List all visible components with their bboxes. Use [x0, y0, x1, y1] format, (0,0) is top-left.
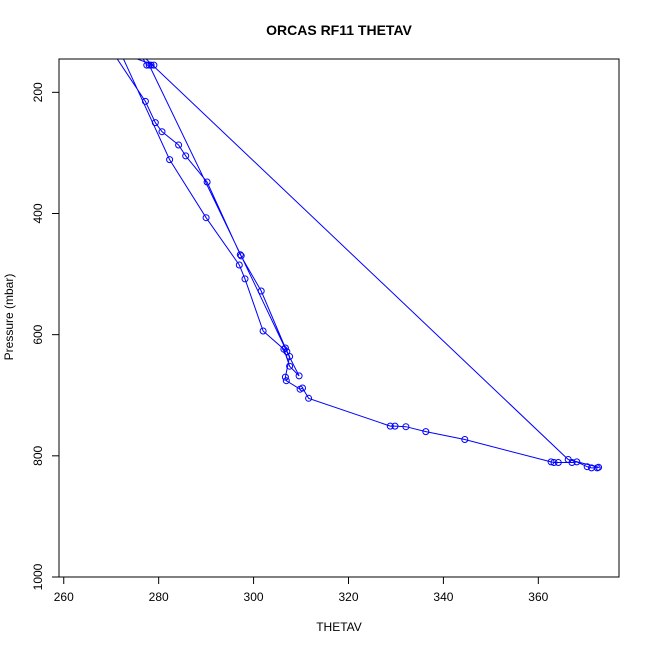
series-line [116, 59, 601, 469]
data-point [237, 252, 245, 260]
y-tick-label: 200 [31, 82, 45, 102]
y-tick-label: 800 [31, 445, 45, 465]
data-point [282, 377, 290, 385]
data-point [583, 463, 591, 471]
chart-title: ORCAS RF11 THETAV [266, 22, 412, 38]
x-tick-label: 360 [528, 590, 548, 604]
data-point [166, 156, 174, 164]
data-point [386, 422, 394, 430]
data-point [158, 128, 166, 136]
data-point [595, 463, 603, 471]
x-tick-label: 340 [433, 590, 453, 604]
x-tick-label: 280 [149, 590, 169, 604]
data-point [295, 372, 303, 380]
y-axis-label: Pressure (mbar) [2, 274, 16, 361]
data-point [554, 459, 562, 466]
x-tick-label: 260 [54, 590, 74, 604]
y-tick-label: 400 [31, 203, 45, 223]
data-point [236, 251, 244, 259]
data-point [235, 261, 243, 269]
data-point [281, 344, 289, 352]
data-point [141, 97, 149, 105]
series-0 [116, 59, 603, 472]
data-point [182, 152, 190, 160]
data-point [147, 61, 155, 69]
data-point [422, 428, 430, 436]
data-point [257, 287, 265, 295]
data-point [283, 348, 291, 356]
x-tick-label: 320 [338, 590, 358, 604]
data-point [564, 456, 572, 463]
data-point [299, 384, 306, 392]
data-point [143, 61, 151, 69]
data-point [391, 422, 399, 430]
data-point [175, 141, 183, 149]
data-point [550, 459, 558, 466]
x-axis-label: THETAV [316, 620, 362, 634]
data-point [203, 178, 211, 186]
data-point [573, 458, 581, 466]
y-tick-label: 1000 [31, 563, 45, 590]
y-axis: 200 400 600 800 1000 [31, 82, 60, 590]
y-tick-label: 600 [31, 324, 45, 344]
x-axis: 260 280 300 320 340 360 [54, 576, 549, 604]
data-point [202, 214, 210, 222]
data-point [461, 436, 469, 443]
data-point [150, 61, 158, 69]
data-point [241, 275, 249, 283]
data-point [547, 458, 555, 466]
data-point [402, 423, 410, 431]
data-point [286, 362, 294, 370]
x-tick-label: 300 [244, 590, 264, 604]
data-point [259, 327, 267, 335]
data-point [145, 61, 153, 69]
data-point [151, 119, 159, 127]
data-point [281, 373, 289, 381]
data-point [305, 394, 313, 402]
